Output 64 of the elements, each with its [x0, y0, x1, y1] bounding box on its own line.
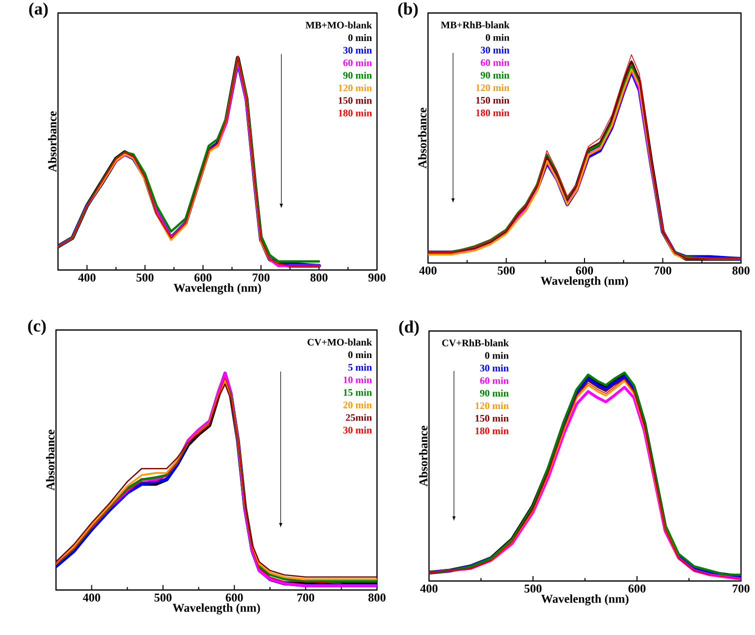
x-tick-label: 500 [136, 274, 154, 282]
x-tick-label: 900 [368, 274, 386, 282]
x-tick-label: 600 [628, 584, 646, 593]
x-tick-label: 400 [420, 584, 438, 593]
x-tick-label: 600 [194, 274, 212, 282]
y-axis-title: Absorbance [48, 111, 56, 172]
text: 30 min [480, 46, 510, 54]
y-axis-title: Absorbance [419, 426, 428, 486]
text: 5 min [348, 364, 372, 371]
chart-title: (c) [28, 320, 46, 336]
chart-title: (a) [29, 2, 48, 18]
text: 30 min [343, 46, 372, 54]
x-tick-label: 700 [252, 274, 270, 282]
text: 60 min [480, 58, 510, 66]
x-tick-label: 800 [310, 274, 328, 282]
x-tick-label: 400 [78, 274, 96, 282]
text: 150 min [338, 96, 372, 104]
x-tick-label: 800 [732, 266, 750, 275]
text: 30 min [480, 364, 509, 372]
text: 0 min [348, 34, 372, 42]
text: 60 min [343, 59, 372, 66]
x-tick-label: 500 [524, 584, 542, 593]
text: 90 min [480, 390, 509, 397]
text: 60 min [480, 376, 509, 384]
y-axis-title: Absorbance [46, 430, 54, 490]
text: 20 min [343, 401, 372, 408]
x-tick-label: 700 [297, 594, 314, 602]
legend-title: CV+MO-blank [308, 338, 372, 346]
legend-title: CV+RhB-blank [442, 339, 509, 346]
x-tick-label: 700 [654, 266, 672, 275]
text: 10 min [344, 376, 372, 384]
x-tick-label: 500 [154, 594, 172, 602]
legend-title: MB+RhB-blank [440, 21, 510, 28]
text: 15 min [344, 388, 372, 396]
x-tick-label: 400 [82, 594, 100, 602]
text: 150 min [476, 96, 510, 104]
legend-title: MB+MO-blank [306, 21, 372, 28]
text: 30 min [343, 426, 372, 434]
x-axis-title: Wavelength (nm) [540, 276, 628, 288]
text: 120 min [338, 84, 372, 92]
chart-title: (d) [399, 320, 419, 336]
text: 0 min [486, 34, 510, 41]
x-tick-label: 400 [419, 266, 437, 275]
text: 180 min [476, 427, 509, 434]
y-axis-title: Absorbance [418, 108, 426, 168]
text: 180 min [338, 109, 372, 116]
x-tick-label: 700 [732, 584, 750, 593]
text: 120 min [476, 84, 510, 92]
text: 90 min [343, 72, 372, 79]
text: 25min [346, 414, 372, 421]
x-axis-title: Wavelength (nm) [541, 594, 628, 606]
x-axis-title: Wavelength (nm) [172, 603, 260, 614]
x-axis-title: Wavelength (nm) [174, 283, 261, 294]
text: 0 min [348, 351, 372, 358]
x-tick-label: 600 [576, 266, 594, 275]
text: 0 min [485, 352, 509, 359]
x-tick-label: 500 [498, 266, 515, 275]
chart-title: (b) [398, 2, 418, 18]
x-tick-label: 800 [368, 594, 386, 602]
text: 150 min [476, 414, 509, 422]
x-tick-label: 600 [226, 594, 243, 602]
text: 90 min [480, 72, 510, 79]
text: 180 min [476, 109, 510, 116]
text: 120 min [476, 402, 509, 410]
